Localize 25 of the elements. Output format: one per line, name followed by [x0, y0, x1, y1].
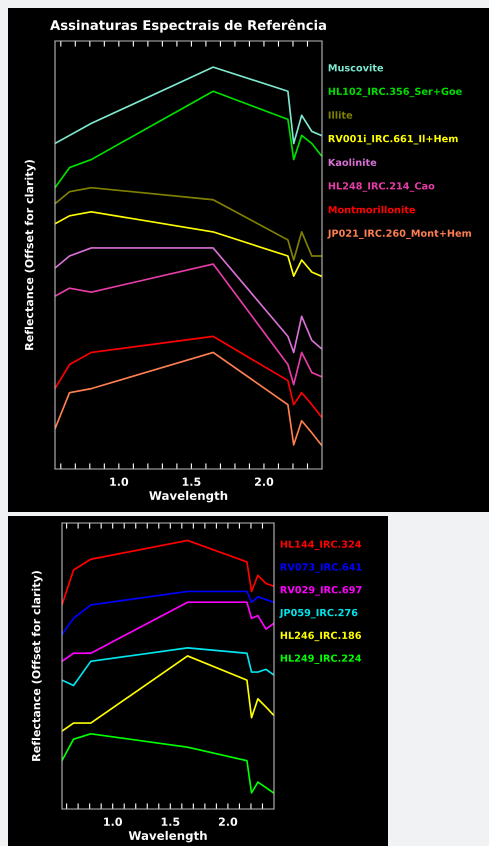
- text: Illite: [328, 111, 352, 119]
- text: Kaolinite: [328, 158, 376, 166]
- text: HL246_IRC.186: [280, 632, 362, 642]
- text: HL144_IRC.324: [280, 540, 362, 550]
- x-tick-label: 2.0: [218, 818, 238, 826]
- x-axis-title: Wavelength: [128, 830, 207, 842]
- x-tick-label: 1.5: [162, 818, 180, 826]
- text: RV073_IRC.641: [280, 563, 362, 573]
- x-tick-label: 1.0: [104, 818, 122, 826]
- x-tick-label: 2.0: [254, 478, 274, 486]
- text: HL249_IRC.224: [280, 654, 362, 664]
- chart-title: Assinaturas Espectrais de Referência: [50, 19, 326, 33]
- x-tick-label: 1.0: [110, 478, 128, 486]
- x-axis-title: Wavelength: [149, 490, 228, 502]
- x-tick-label: 1.5: [182, 478, 200, 486]
- text: HL102_IRC.356_Ser+Goe: [328, 88, 462, 98]
- text: Muscovite: [328, 64, 384, 72]
- text: RV001i_IRC.661_Il+Hem: [328, 134, 458, 144]
- text: JP059_IRC.276: [279, 608, 358, 618]
- text: HL248_IRC.214_Cao: [328, 182, 434, 192]
- text: JP021_IRC.260_Mont+Hem: [327, 229, 471, 239]
- y-axis-title: Reflectance (Offset for clarity): [24, 160, 36, 350]
- y-axis-title: Reflectance (Offset for clarity): [32, 571, 43, 761]
- text: Montmorillonite: [328, 206, 416, 214]
- text: RV029_IRC.697: [280, 586, 362, 596]
